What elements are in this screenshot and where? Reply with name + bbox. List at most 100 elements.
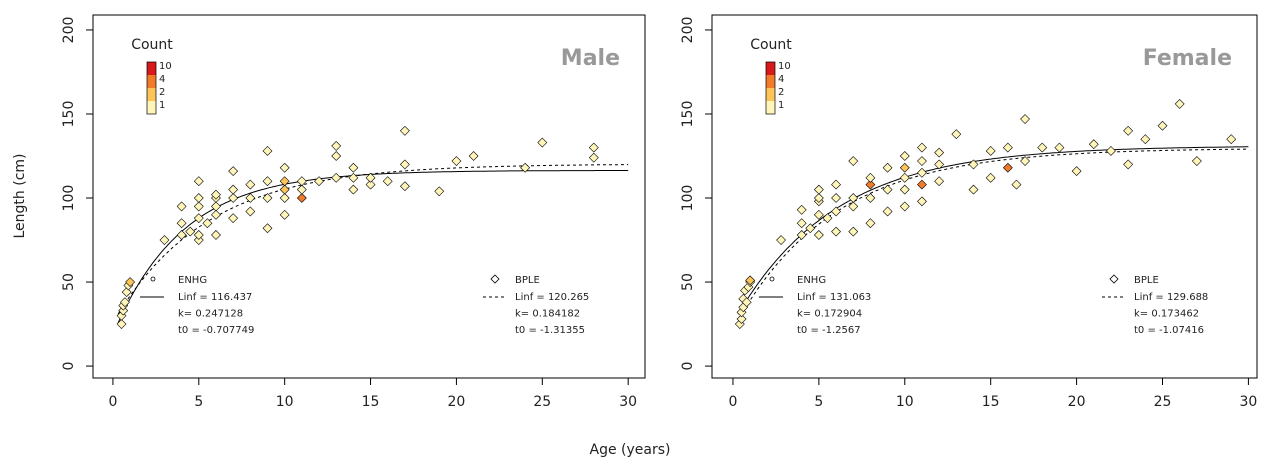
data-point [831,193,841,203]
color-scale-step [766,62,775,75]
y-tick-label: 150 [61,101,77,128]
color-scale-step [766,101,775,114]
data-point [1106,146,1116,156]
model-param: t0 = -1.2567 [797,325,861,336]
data-point [382,176,393,187]
data-point [805,223,816,234]
data-point [120,297,130,308]
data-point [865,218,876,229]
x-tick-label: 30 [619,394,637,410]
data-point [159,235,170,245]
model-param: k= 0.172904 [797,309,862,320]
data-point [588,142,599,153]
data-point [745,275,756,286]
data-point [1011,179,1022,190]
panel-title: Female [1143,46,1232,71]
data-point [1191,156,1202,166]
data-point [279,176,290,187]
data-point [813,209,824,220]
data-point [118,305,129,316]
data-point [917,196,927,207]
model-param: t0 = -1.07416 [1134,325,1204,336]
data-point [193,176,204,187]
data-point [882,162,893,173]
data-point [228,184,239,195]
data-point [1123,125,1134,136]
data-point [848,201,859,212]
model-param: Linf = 116.437 [178,292,252,303]
data-point [934,159,945,170]
data-point [1054,142,1065,153]
data-point [193,193,204,203]
data-point [331,172,342,183]
model-name: BPLE [515,275,540,286]
data-point [848,156,859,166]
data-point [951,129,962,140]
panel: 0 5 10 15 20 25 30 0 50 100 150 200 Length (cm) Age (… [12,14,670,458]
x-tick-label: 0 [108,394,117,410]
data-point [831,179,841,190]
data-point [176,201,187,212]
data-point [279,162,290,173]
data-point [968,159,979,170]
color-scale-label: 10 [159,61,172,72]
x-tick-label: 5 [194,394,203,410]
data-point [899,201,910,212]
data-point [228,166,239,177]
color-scale-label: 4 [778,74,784,85]
data-point [1037,142,1048,153]
color-scale-step [147,75,156,88]
color-scale-step [766,75,775,88]
data-point [434,186,445,197]
data-point [193,213,204,224]
model-param: Linf = 131.063 [797,292,871,303]
model-name: ENHG [178,275,207,286]
data-point [245,206,256,217]
data-point [985,172,996,183]
data-point [262,146,273,156]
data-point [796,230,807,240]
legend-symbol [1109,274,1119,284]
x-tick-label: 20 [1068,394,1086,410]
data-point [468,151,479,161]
color-scale-step [147,62,156,75]
color-scale-step [147,88,156,101]
data-point [245,193,256,203]
panel: 0 5 10 15 20 25 30 0 50 100 150 200 Female Count 10 4 2 1… [680,14,1258,410]
x-tick-label: 10 [276,394,294,410]
y-tick-label: 200 [680,17,696,44]
data-point [831,226,841,237]
y-tick-label: 100 [61,185,77,212]
data-point [776,235,786,245]
data-point [848,193,859,203]
plot-frame [711,14,1258,379]
data-point [899,184,910,195]
data-point [934,147,945,158]
data-point [193,201,204,212]
plot-frame [92,14,646,379]
data-point [796,204,807,215]
data-point [228,213,239,224]
model-param: Linf = 129.688 [1134,292,1208,303]
data-point [736,314,747,324]
data-point [1020,156,1030,166]
y-tick-label: 50 [680,273,696,291]
data-point [1123,159,1134,170]
data-point [813,230,824,240]
data-point [121,287,132,298]
data-point [848,226,859,237]
data-point [211,201,221,212]
model-param: k= 0.184182 [515,309,580,320]
model-name: BPLE [1134,275,1159,286]
data-point [262,223,273,234]
x-tick-label: 5 [814,394,823,410]
x-tick-label: 15 [982,394,1000,410]
color-scale-step [147,101,156,114]
data-point [193,235,204,245]
data-point [348,184,359,195]
data-point [176,230,187,240]
data-point [331,151,342,161]
data-point [314,176,324,187]
data-point [813,184,824,195]
